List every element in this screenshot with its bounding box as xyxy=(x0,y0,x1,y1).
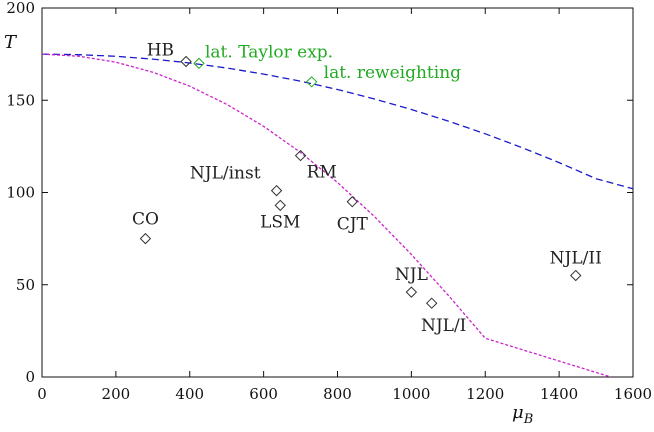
x-tick-label: 1000 xyxy=(392,385,430,403)
diamond-marker xyxy=(294,149,307,162)
diamond-marker xyxy=(270,184,283,197)
curves xyxy=(41,53,634,378)
x-tick-label: 200 xyxy=(102,385,131,403)
point-label: lat. Taylor exp. xyxy=(205,42,333,62)
diamond-marker xyxy=(405,286,418,298)
point-label: NJL/inst xyxy=(190,164,261,184)
point-label: lat. reweighting xyxy=(324,63,461,83)
curve-line xyxy=(41,53,634,190)
y-axis-label: T xyxy=(4,32,18,53)
data-points: HB lat. Taylor exp.lat. reweighting RM NJL/… xyxy=(132,41,602,337)
x-axis-label: μB xyxy=(512,402,533,427)
point-label: HB xyxy=(147,41,174,61)
curve-line xyxy=(41,53,611,378)
y-tick-label: 100 xyxy=(6,184,35,202)
x-tick-label: 1400 xyxy=(540,385,578,403)
x-axis-label-sub: B xyxy=(523,412,534,427)
point-label: CJT xyxy=(337,215,369,235)
diamond-marker xyxy=(346,196,358,208)
diamond-marker xyxy=(180,55,192,68)
diamond-marker xyxy=(274,199,286,212)
diamond-marker xyxy=(425,297,438,309)
axis-ticks: 0 200 400 600 800 1000 1200 1400 1600 0 50 100 150 20… xyxy=(6,0,652,403)
point-label: NJL xyxy=(395,265,428,285)
diamond-marker xyxy=(305,76,318,88)
diamond-marker xyxy=(193,57,205,70)
point-label: NJL/I xyxy=(421,316,466,336)
diamond-marker xyxy=(139,232,152,245)
x-tick-label: 1200 xyxy=(466,385,504,403)
point-label: RM xyxy=(307,163,337,183)
x-tick-label: 600 xyxy=(249,385,278,403)
point-label: CO xyxy=(132,210,159,230)
point-label: LSM xyxy=(260,212,300,232)
diamond-marker xyxy=(570,269,582,282)
y-tick-label: 150 xyxy=(6,91,35,109)
point-label: NJL/II xyxy=(550,249,602,269)
x-tick-label: 0 xyxy=(37,385,47,403)
y-tick-label: 50 xyxy=(16,276,35,294)
x-tick-label: 400 xyxy=(175,385,204,403)
y-tick-label: 0 xyxy=(25,368,35,386)
x-axis-label-main: μ xyxy=(512,402,524,423)
x-tick-label: 1600 xyxy=(614,385,652,403)
y-tick-label: 200 xyxy=(6,0,35,17)
x-tick-label: 800 xyxy=(323,385,352,403)
